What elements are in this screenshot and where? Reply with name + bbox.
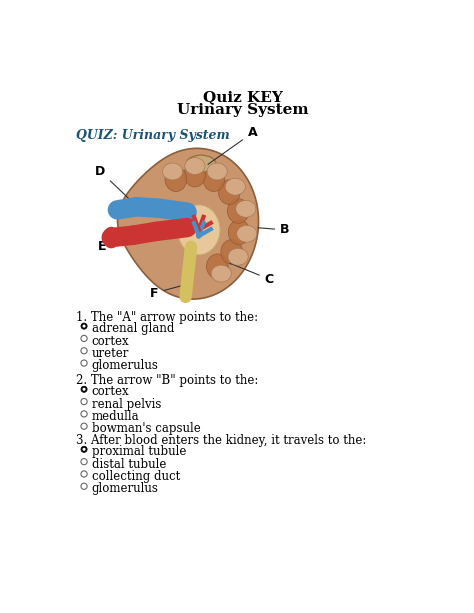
Text: proximal tubule: proximal tubule	[92, 446, 186, 459]
Text: glomerulus: glomerulus	[92, 482, 159, 495]
Text: C: C	[230, 263, 274, 286]
Text: 1. The "A" arrow points to the:: 1. The "A" arrow points to the:	[76, 311, 258, 324]
Text: renal pelvis: renal pelvis	[92, 398, 161, 411]
Ellipse shape	[207, 254, 228, 278]
Text: F: F	[150, 284, 186, 300]
Text: glomerulus: glomerulus	[92, 359, 159, 372]
Text: ureter: ureter	[92, 347, 129, 360]
Circle shape	[82, 447, 86, 451]
Ellipse shape	[186, 155, 216, 172]
Circle shape	[81, 386, 87, 392]
Ellipse shape	[184, 162, 206, 187]
Ellipse shape	[177, 205, 220, 255]
Circle shape	[81, 323, 87, 329]
Circle shape	[82, 324, 86, 328]
Text: B: B	[258, 223, 290, 237]
Circle shape	[81, 446, 87, 452]
Text: distal tubule: distal tubule	[92, 458, 166, 471]
Ellipse shape	[225, 178, 246, 195]
Text: 2. The arrow "B" points to the:: 2. The arrow "B" points to the:	[76, 374, 259, 387]
Circle shape	[81, 423, 87, 429]
Ellipse shape	[228, 248, 248, 265]
Ellipse shape	[185, 158, 205, 175]
Circle shape	[81, 348, 87, 354]
Text: QUIZ: Urinary System: QUIZ: Urinary System	[76, 129, 230, 142]
Text: bowman's capsule: bowman's capsule	[92, 422, 201, 435]
Text: D: D	[95, 165, 138, 208]
Ellipse shape	[203, 167, 225, 191]
Text: adrenal gland: adrenal gland	[92, 322, 174, 335]
Circle shape	[81, 360, 87, 366]
Circle shape	[81, 483, 87, 489]
Ellipse shape	[165, 167, 187, 191]
Ellipse shape	[228, 199, 249, 223]
Ellipse shape	[236, 200, 256, 217]
Ellipse shape	[163, 163, 182, 180]
Circle shape	[81, 459, 87, 465]
Text: cortex: cortex	[92, 335, 129, 348]
Text: A: A	[208, 126, 257, 164]
Ellipse shape	[103, 227, 120, 248]
Ellipse shape	[219, 180, 240, 205]
Text: medulla: medulla	[92, 410, 139, 423]
Circle shape	[81, 411, 87, 417]
Circle shape	[81, 335, 87, 341]
Text: collecting duct: collecting duct	[92, 470, 180, 483]
Text: Quiz KEY: Quiz KEY	[203, 91, 283, 104]
Ellipse shape	[228, 220, 250, 245]
Circle shape	[81, 471, 87, 477]
Ellipse shape	[207, 163, 227, 180]
Text: Urinary System: Urinary System	[177, 103, 309, 117]
Text: E: E	[98, 237, 124, 253]
Circle shape	[81, 398, 87, 405]
PathPatch shape	[118, 148, 258, 299]
Ellipse shape	[221, 240, 243, 264]
Ellipse shape	[211, 265, 231, 282]
Text: cortex: cortex	[92, 386, 129, 398]
Text: 3. After blood enters the kidney, it travels to the:: 3. After blood enters the kidney, it tra…	[76, 434, 367, 447]
Ellipse shape	[237, 225, 257, 242]
Circle shape	[82, 387, 86, 391]
